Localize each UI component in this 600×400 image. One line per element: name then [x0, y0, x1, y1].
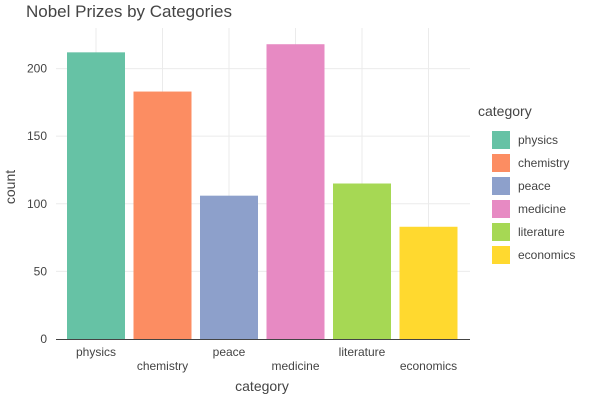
y-tick-labels: 0 50 100 150 200 [27, 62, 47, 346]
legend-item-physics[interactable]: physics [492, 131, 558, 149]
bars [67, 44, 458, 340]
y-tick-label: 150 [27, 129, 47, 143]
legend-label: peace [518, 179, 551, 193]
bar-literature[interactable] [333, 183, 391, 340]
y-axis-title: count [2, 170, 18, 204]
legend-label: literature [518, 225, 565, 239]
legend-label: economics [518, 248, 575, 262]
legend[interactable]: category physics chemistry peace medicine li… [478, 103, 575, 264]
x-tick-label-literature: literature [339, 345, 386, 359]
legend-item-economics[interactable]: economics [492, 246, 575, 264]
y-tick-label: 200 [27, 62, 47, 76]
y-tick-label: 100 [27, 197, 47, 211]
bar-peace[interactable] [200, 195, 258, 339]
legend-swatch [492, 200, 510, 218]
bar-medicine[interactable] [266, 44, 325, 340]
x-axis-title: category [235, 378, 289, 394]
legend-item-medicine[interactable]: medicine [492, 200, 566, 218]
legend-swatch [492, 131, 510, 149]
legend-label: medicine [518, 202, 566, 216]
x-tick-label-physics: physics [76, 345, 116, 359]
legend-item-literature[interactable]: literature [492, 223, 565, 241]
legend-swatch [492, 246, 510, 264]
legend-swatch [492, 223, 510, 241]
bar-chemistry[interactable] [133, 91, 192, 339]
x-tick-label-peace: peace [213, 345, 246, 359]
legend-item-peace[interactable]: peace [492, 177, 551, 195]
chart-title: Nobel Prizes by Categories [26, 2, 232, 21]
x-tick-labels: physics chemistry peace medicine literature e… [76, 345, 457, 373]
x-tick-label-economics: economics [400, 359, 457, 373]
legend-label: physics [518, 133, 558, 147]
x-tick-label-medicine: medicine [271, 359, 319, 373]
legend-label: chemistry [518, 156, 569, 170]
bar-physics[interactable] [67, 52, 125, 339]
legend-swatch [492, 154, 510, 172]
x-tick-label-chemistry: chemistry [137, 359, 188, 373]
legend-title: category [478, 103, 532, 119]
legend-swatch [492, 177, 510, 195]
y-tick-label: 0 [40, 332, 47, 346]
legend-item-chemistry[interactable]: chemistry [492, 154, 569, 172]
bar-economics[interactable] [399, 226, 458, 339]
y-tick-label: 50 [34, 264, 48, 278]
